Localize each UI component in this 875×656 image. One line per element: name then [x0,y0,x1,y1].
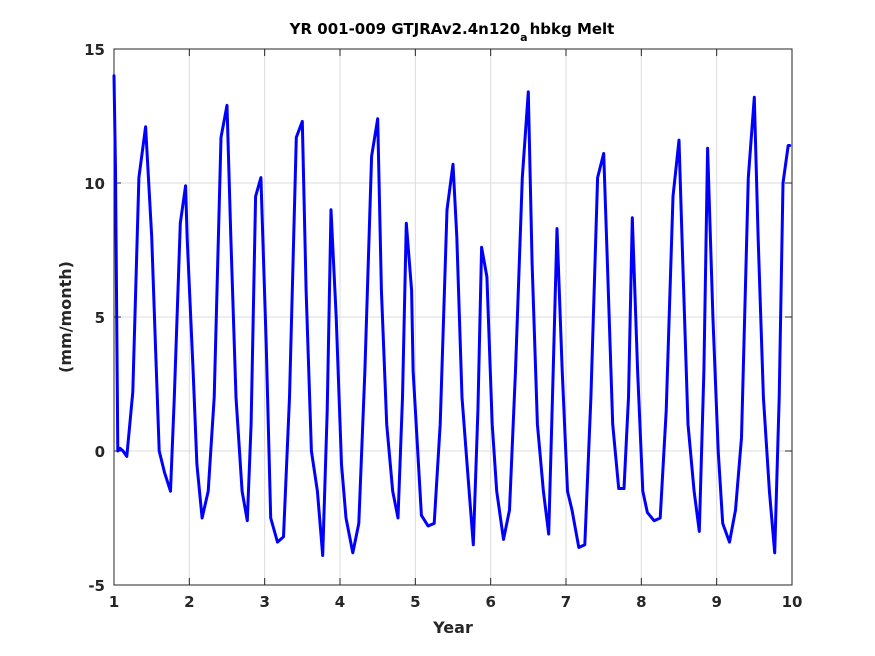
melt-series-line [112,74,792,557]
y-tick-label: -5 [88,577,105,595]
x-tick-label: 10 [782,593,803,611]
tick-labels: 1 2 3 4 5 6 7 8 9 10 -5 0 5 10 15 [84,41,802,611]
x-tick-label: 9 [711,593,721,611]
y-tick-label: 10 [84,175,105,193]
x-tick-label: 2 [184,593,194,611]
x-tick-label: 1 [109,593,119,611]
x-tick-label: 8 [636,593,646,611]
chart-title: YR 001-009 GTJRAv2.4n120a hbkg Melt [289,20,615,44]
y-tick-label: 0 [95,443,105,461]
y-axis-label: (mm/month) [56,261,75,373]
x-tick-label: 7 [561,593,571,611]
x-tick-label: 4 [335,593,345,611]
x-tick-label: 5 [410,593,420,611]
axis-ticks [113,48,793,586]
y-tick-label: 15 [84,41,105,59]
x-axis-label: Year [432,618,473,637]
chart-title-prefix: YR 001-009 GTJRAv2.4n120 [289,20,521,38]
x-tick-label: 3 [259,593,269,611]
chart-title-subscript: a [520,31,527,44]
y-tick-label: 5 [95,309,105,327]
chart-title-suffix: hbkg Melt [530,20,615,38]
x-tick-label: 6 [485,593,495,611]
